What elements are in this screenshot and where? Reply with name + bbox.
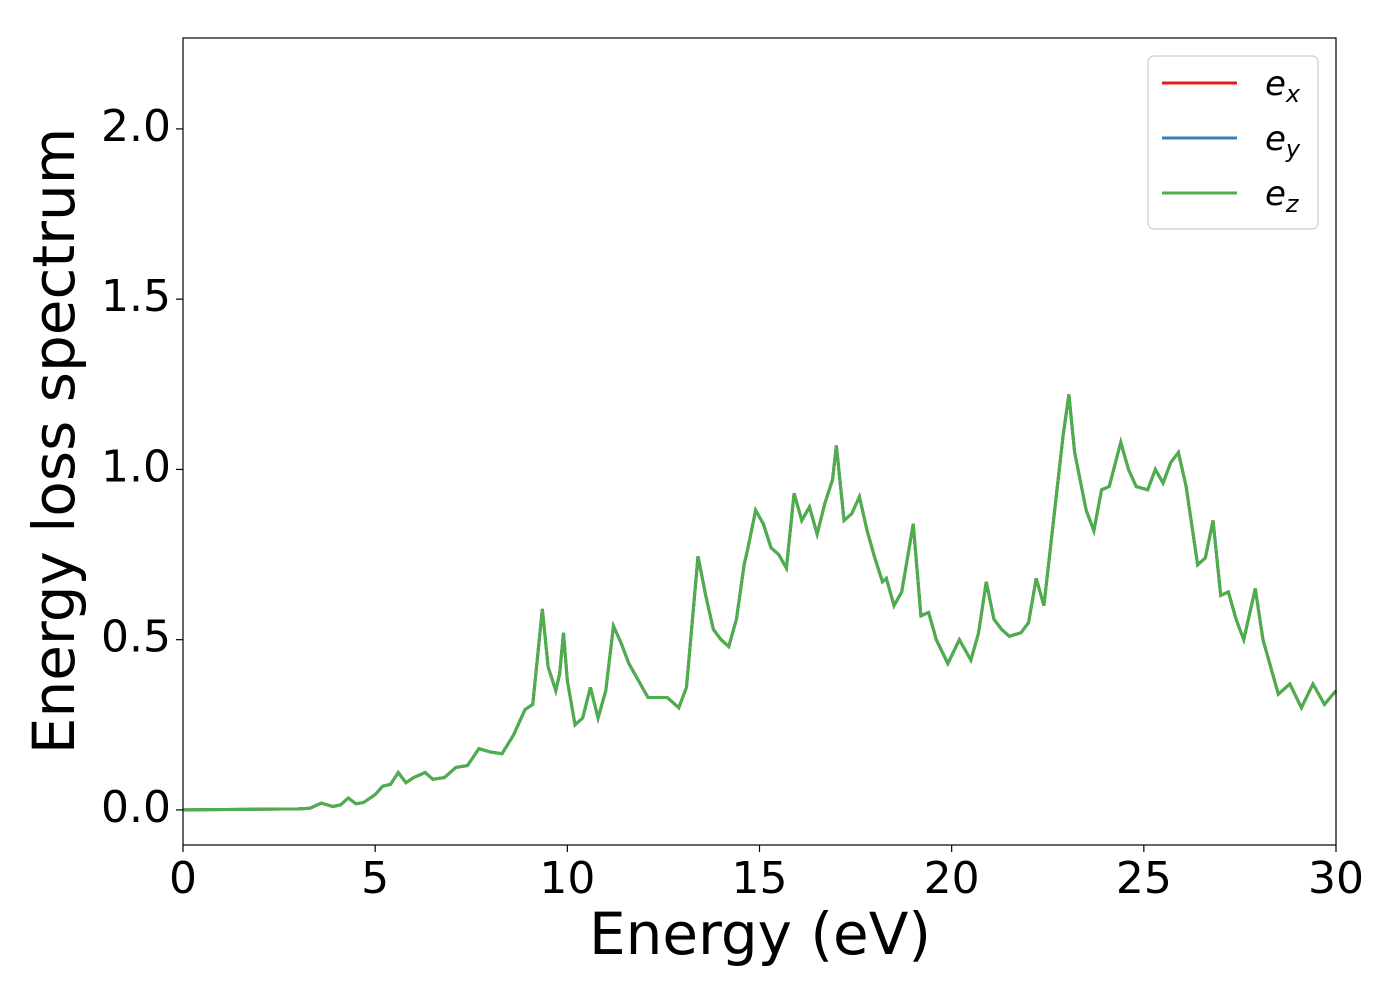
x-tick-label: 25 (1116, 853, 1172, 904)
legend-label: ex (1265, 64, 1301, 109)
line-series (182, 394, 1338, 812)
legend-box (1147, 55, 1319, 230)
legend-label-sub: z (1285, 190, 1300, 218)
x-tick-label: 20 (924, 853, 980, 904)
y-tick-label: 1.0 (101, 441, 171, 492)
y-tick-label: 1.5 (101, 271, 171, 322)
line-series (182, 394, 1338, 812)
legend-label-base: e (1265, 119, 1286, 159)
x-tick-label: 15 (732, 853, 788, 904)
x-tick-label: 5 (361, 853, 389, 904)
y-tick-label: 0.0 (101, 782, 171, 833)
y-tick-label: 0.5 (101, 612, 171, 663)
y-tick-label: 2.0 (101, 101, 171, 152)
x-tick-label: 0 (169, 853, 197, 904)
plot-frame (182, 37, 1337, 846)
legend-label: ey (1265, 119, 1301, 164)
legend-label-sub: x (1285, 80, 1301, 108)
legend-label-base: e (1265, 174, 1286, 214)
y-axis-label: Energy loss spectrum (20, 128, 88, 754)
legend-label-sub: y (1285, 135, 1301, 163)
line-series (182, 394, 1338, 812)
x-axis-label: Energy (eV) (589, 900, 931, 968)
legend-label-base: e (1265, 64, 1286, 104)
x-tick-label: 10 (539, 853, 595, 904)
legend-label: ez (1265, 174, 1300, 219)
x-tick-label: 30 (1308, 853, 1364, 904)
